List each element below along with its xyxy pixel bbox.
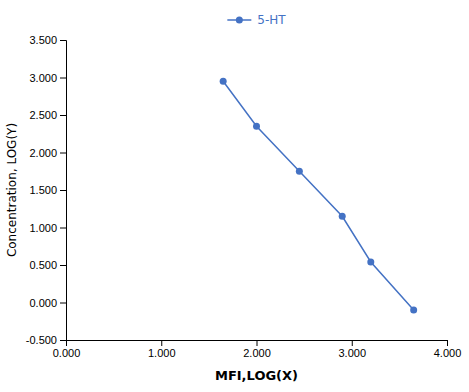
y-tick-label: 2.000 xyxy=(29,147,57,159)
y-tick-label: 3.000 xyxy=(29,72,57,84)
y-tick: 1.500 xyxy=(29,184,66,196)
legend: 5-HT xyxy=(227,13,286,27)
series-marker xyxy=(296,168,303,175)
series-group xyxy=(220,78,418,314)
series-marker xyxy=(410,307,417,314)
y-axis: -0.500 0.000 0.500 1.000 1.500 2.000 2.500 3.00… xyxy=(26,34,67,346)
x-tick-mark xyxy=(257,340,258,346)
y-tick: 3.000 xyxy=(29,72,66,84)
x-tick: 4.000 xyxy=(434,340,462,359)
chart: 0.0001.0002.0003.0004.000-0.5000.0000.50… xyxy=(0,0,469,392)
x-tick-mark xyxy=(447,340,448,346)
y-tick-mark xyxy=(60,228,66,229)
y-tick-label: 0.000 xyxy=(29,297,57,309)
y-tick-label: -0.500 xyxy=(26,334,57,346)
series-marker xyxy=(253,123,260,130)
x-tick-mark xyxy=(161,340,162,346)
legend-label: 5-HT xyxy=(257,13,286,27)
y-tick: 3.500 xyxy=(29,34,66,46)
y-tick-label: 3.500 xyxy=(29,34,57,46)
y-tick-mark xyxy=(60,40,66,41)
x-axis-line xyxy=(67,341,448,347)
y-tick-mark xyxy=(60,340,66,341)
x-tick-label: 4.000 xyxy=(434,347,462,359)
y-tick-mark xyxy=(60,115,66,116)
y-tick-label: 1.500 xyxy=(29,184,57,196)
y-tick-mark xyxy=(60,303,66,304)
y-tick-mark xyxy=(60,153,66,154)
series-marker xyxy=(367,259,374,266)
y-tick-mark xyxy=(60,190,66,191)
x-tick-label: 1.000 xyxy=(148,347,176,359)
y-tick: 1.000 xyxy=(29,222,66,234)
legend-item: 5-HT xyxy=(227,13,286,27)
y-axis-title: Concentration, LOG(Y) xyxy=(5,123,19,257)
plot-area: 0.0001.0002.0003.0004.000-0.5000.0000.50… xyxy=(26,34,461,359)
series-marker xyxy=(339,213,346,220)
x-tick-label: 0.000 xyxy=(53,347,81,359)
series-line xyxy=(223,81,413,310)
y-tick-label: 1.000 xyxy=(29,222,57,234)
legend-swatch-marker xyxy=(236,17,243,24)
y-tick: 0.500 xyxy=(29,259,66,271)
x-tick-label: 2.000 xyxy=(243,347,271,359)
y-axis-line xyxy=(60,41,67,341)
y-tick-mark xyxy=(60,78,66,79)
x-axis: 0.000 1.000 2.000 3.000 4.000 xyxy=(53,340,462,359)
x-tick: 1.000 xyxy=(148,340,176,359)
y-tick: -0.500 xyxy=(26,334,66,346)
x-axis-title: MFI,LOG(X) xyxy=(215,368,298,383)
x-tick-label: 3.000 xyxy=(338,347,366,359)
y-tick: 0.000 xyxy=(29,297,66,309)
y-tick-label: 0.500 xyxy=(29,259,57,271)
x-tick-mark xyxy=(352,340,353,346)
y-tick: 2.500 xyxy=(29,109,66,121)
y-tick-mark xyxy=(60,265,66,266)
y-tick: 2.000 xyxy=(29,147,66,159)
y-tick-label: 2.500 xyxy=(29,109,57,121)
series-marker xyxy=(220,78,227,85)
x-tick: 3.000 xyxy=(338,340,366,359)
x-tick: 2.000 xyxy=(243,340,271,359)
